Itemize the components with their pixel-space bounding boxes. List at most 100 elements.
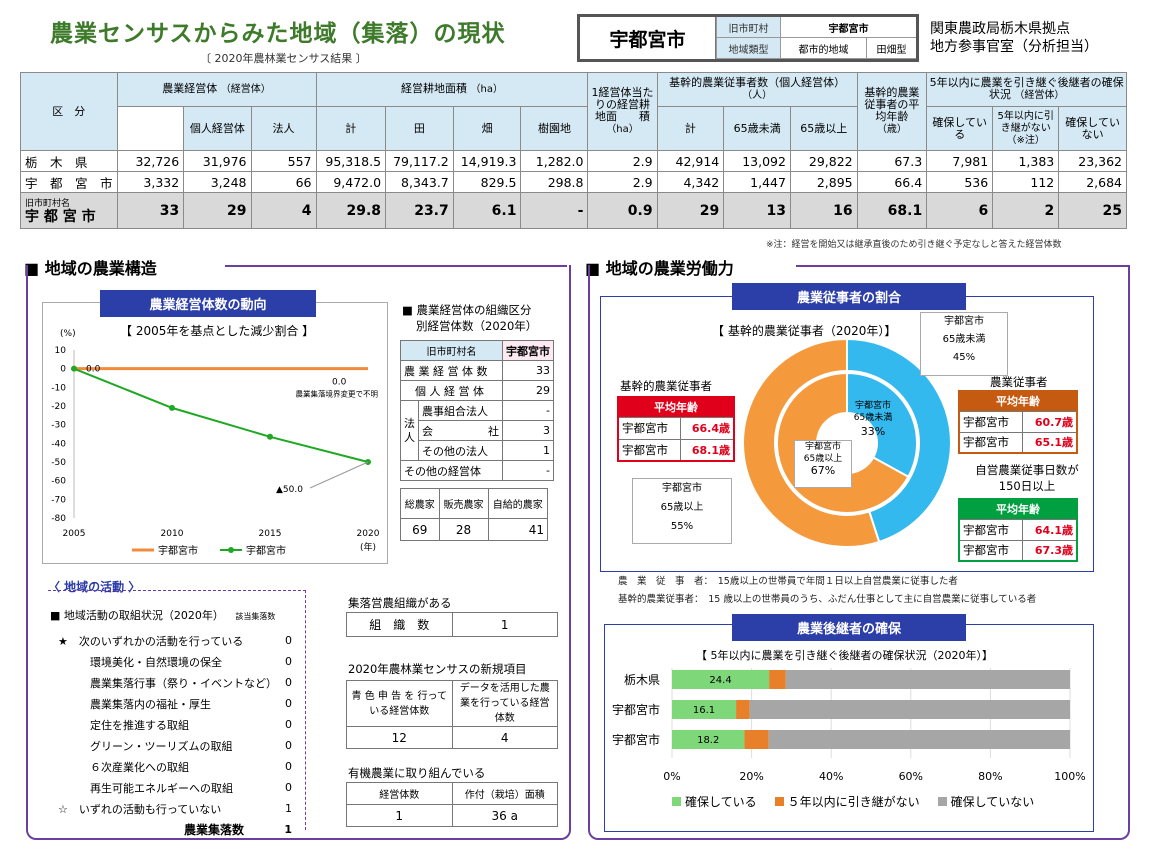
activity-label: ６次産業化への取組	[90, 760, 189, 774]
core-row-value: 66.4歳	[680, 416, 735, 440]
table-cell: 25	[1058, 192, 1127, 229]
new-v1: 12	[346, 726, 453, 749]
table-cell: 7,981	[926, 150, 994, 172]
y-tick-label: -40	[51, 439, 66, 449]
org-corp-label: 法人	[400, 400, 419, 461]
activity-label: 農業集落数	[184, 823, 245, 837]
h-per: 1経営体当たりの経営耕地面 積（ha）	[587, 72, 658, 151]
h-avgage-text: 基幹的農業従事者の平均年齢	[864, 86, 920, 123]
activities-sub: ■ 地域活動の取組状況（2020年） 該当集落数	[50, 607, 275, 623]
definition-1: 農 業 従 事 者： 15歳以上の世帯員で年間１日以上自営農業に従事した者	[618, 576, 958, 587]
table-cell: 6.1	[452, 192, 522, 229]
data-point	[169, 404, 175, 411]
annotation-last: ▲50.0	[276, 485, 303, 495]
table-cell: 16	[789, 192, 858, 229]
bar-value-label: 18.2	[697, 735, 719, 746]
activity-item: ☆ いずれの活動も行っていない 1	[58, 798, 298, 819]
table-cell: 0.9	[587, 192, 658, 229]
x-tick-label: 0%	[663, 770, 680, 783]
table-cell: 66	[250, 171, 317, 193]
bar-segment-not	[768, 730, 1070, 749]
annotation-leader	[309, 461, 369, 489]
definition-2: 基幹的農業従事者： 15 歳以上の世帯員のうち、ふだん仕事として主に自営農業に従…	[618, 594, 1037, 605]
table-cell: 829.5	[452, 171, 522, 193]
y-tick-label: -30	[51, 421, 66, 431]
workers-row-label: 宇都宮市	[958, 431, 1024, 454]
outer-bot-pct: 55%	[670, 521, 694, 532]
table-row-local: 旧市町村名宇 都 宮 市 33 29 4 29.8 23.7 6.1-0.9 29 13 16 68…	[20, 192, 1127, 229]
outer-bot-callout: 宇都宮市 65歳以上 55%	[632, 478, 732, 544]
h-over65: 65歳以上	[789, 106, 858, 151]
structure-section-title: ■ 地域の農業構造	[24, 259, 157, 278]
series-line	[73, 367, 369, 463]
table-cell: 9,472.0	[315, 171, 387, 193]
city-info-box: 宇都宮市 旧市町村 宇都宮市 地域類型 都市的地域 田畑型	[577, 14, 919, 62]
legend-label: 宇都宮市	[246, 544, 286, 557]
bar-segment-not	[785, 670, 1070, 689]
summary-table: 区 分 農業経営体 （経営体） 経営耕地面積 （ha） 1経営体当たりの経営耕地…	[20, 72, 1127, 229]
inner-bot-pct: 67%	[810, 464, 836, 477]
type-value2: 田畑型	[866, 38, 916, 59]
legend-swatch	[937, 797, 947, 806]
table-cell: 13	[723, 192, 791, 229]
x-tick-label: 2005	[63, 529, 86, 539]
core-row-label: 宇都宮市	[617, 438, 682, 462]
chart-frame	[42, 302, 388, 564]
table-cell: 66.4	[856, 171, 928, 193]
table-cell: 1,447	[723, 171, 791, 193]
table-cell: 13,092	[723, 150, 791, 172]
legend-secured-text: 確保している	[685, 795, 757, 809]
farm-v: 69	[400, 518, 440, 541]
h-core-unit: （人）	[742, 90, 773, 101]
h-per-unit: （ha）	[606, 124, 639, 135]
x-tick-label: 80%	[978, 770, 1002, 783]
new-items-title: 2020年農林業センサスの新規項目	[348, 662, 527, 676]
section-rule	[796, 265, 1130, 267]
inner-slice	[846, 371, 918, 479]
outer-top-callout: 宇都宮市 65歳未満 45%	[920, 312, 1008, 376]
h-avgage-unit: （歳）	[876, 124, 907, 135]
org-exists-value: 1	[451, 612, 558, 637]
bar-label: 宇都宮市	[612, 702, 660, 717]
page-subtitle: 〔 2020年農林業センサス結果 〕	[200, 52, 367, 65]
x-tick-label: 2010	[161, 529, 184, 539]
table-cell: 536	[926, 171, 994, 193]
table-cell: 23,362	[1058, 150, 1127, 172]
table-cell: 95,318.5	[315, 150, 387, 172]
org-row-value: 3	[502, 420, 554, 441]
workers-row-label: 宇都宮市	[958, 410, 1024, 433]
org-row-value: 33	[502, 360, 554, 381]
activity-item: 定住を推進する取組 0	[58, 714, 298, 735]
org-row-label: 個 人 経 営 体	[400, 380, 503, 401]
table-cell: 2,684	[1058, 171, 1127, 193]
x-tick-label: 2015	[259, 529, 282, 539]
data-point	[267, 433, 273, 440]
legend-secured: 確保している	[672, 793, 757, 810]
table-cell: 3,332	[116, 171, 185, 193]
table-cell: 42,914	[656, 150, 725, 172]
former-value: 宇都宮市	[780, 17, 916, 38]
org-row-value: 29	[502, 380, 554, 401]
summary-note: ※注：経営を開始又は継承直後のため引き継ぐ予定なしと答えた経営体数	[766, 240, 1062, 250]
inner-bot-callout: 宇都宮市 65歳以上 67%	[794, 440, 852, 488]
h-avgage: 基幹的農業従事者の平均年齢 （歳）	[856, 72, 928, 151]
legend-marker	[228, 547, 234, 553]
farm-h: 販売農家	[438, 488, 489, 519]
activity-item: 農業集落行事（祭り・イベントなど） 0	[58, 672, 298, 693]
h-under65: 65歳未満	[723, 106, 791, 151]
h-succ-unit: （経営体）	[1014, 90, 1065, 101]
activity-value: 1	[285, 802, 292, 815]
workers-row-value: 65.1歳	[1022, 431, 1078, 454]
new-items-table: 青 色 申 告 を 行っている経営体数 データを活用した農業を行っている経営体数 …	[346, 680, 558, 749]
bar-segment-none5	[736, 700, 750, 719]
inner-bot-sub: 65歳以上	[803, 454, 843, 464]
table-cell: 29,822	[789, 150, 858, 172]
h-mgmt-text: 農業経営体	[162, 82, 218, 95]
activity-label: ☆ いずれの活動も行っていない	[58, 802, 222, 816]
legend-label: 宇都宮市	[158, 544, 198, 557]
org-row-value: -	[502, 400, 554, 421]
org-h2: 宇都宮市	[502, 340, 554, 361]
outer-bot-sub: 65歳以上	[660, 502, 704, 513]
activity-label: 定住を推進する取組	[90, 718, 189, 732]
table-cell: 2.9	[587, 150, 658, 172]
